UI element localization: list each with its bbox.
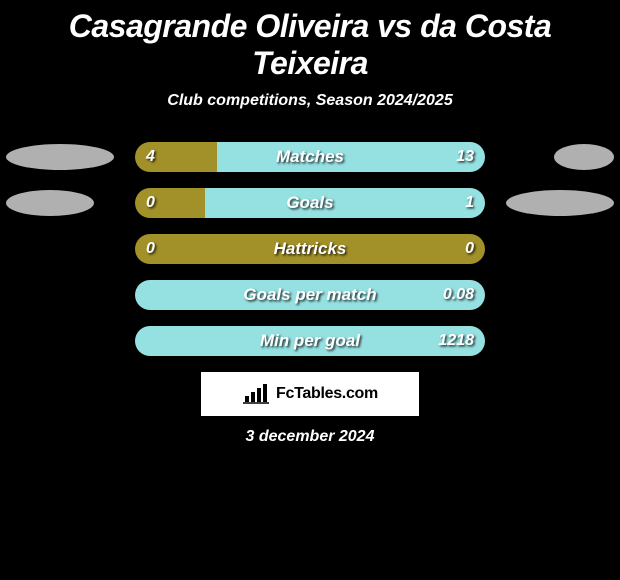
value-left: 4 bbox=[146, 142, 155, 172]
bar-zone: Goals per match 0.08 bbox=[135, 280, 485, 310]
value-left: 0 bbox=[146, 188, 155, 218]
row-label: Hattricks bbox=[274, 234, 347, 264]
comparison-card: Casagrande Oliveira vs da Costa Teixeira… bbox=[0, 0, 620, 580]
value-left: 0 bbox=[146, 234, 155, 264]
brand-chart-icon bbox=[242, 383, 270, 405]
stats-list: 4 Matches 13 0 Goals 1 0 Hattricks 0 Goals per ma… bbox=[0, 142, 620, 356]
ellipse-right bbox=[506, 190, 614, 216]
stat-row: Min per goal 1218 bbox=[0, 326, 620, 356]
ellipse-left bbox=[6, 190, 94, 216]
value-right: 0 bbox=[465, 234, 474, 264]
stat-row: 0 Goals 1 bbox=[0, 188, 620, 218]
brand-box: FcTables.com bbox=[201, 372, 419, 416]
row-label: Min per goal bbox=[260, 326, 360, 356]
bar-zone: 4 Matches 13 bbox=[135, 142, 485, 172]
row-label: Matches bbox=[276, 142, 344, 172]
page-title: Casagrande Oliveira vs da Costa Teixeira bbox=[0, 4, 620, 92]
ellipse-right bbox=[554, 144, 614, 170]
bar-zone: 0 Hattricks 0 bbox=[135, 234, 485, 264]
value-right: 13 bbox=[456, 142, 474, 172]
stat-row: 0 Hattricks 0 bbox=[0, 234, 620, 264]
row-label: Goals per match bbox=[243, 280, 376, 310]
bar-zone: Min per goal 1218 bbox=[135, 326, 485, 356]
brand-text: FcTables.com bbox=[276, 385, 378, 403]
stat-row: 4 Matches 13 bbox=[0, 142, 620, 172]
date-label: 3 december 2024 bbox=[0, 428, 620, 446]
value-right: 1 bbox=[465, 188, 474, 218]
row-label: Goals bbox=[286, 188, 333, 218]
stat-row: Goals per match 0.08 bbox=[0, 280, 620, 310]
ellipse-left bbox=[6, 144, 114, 170]
subtitle: Club competitions, Season 2024/2025 bbox=[0, 92, 620, 110]
bar-zone: 0 Goals 1 bbox=[135, 188, 485, 218]
value-right: 1218 bbox=[438, 326, 474, 356]
bar-right bbox=[217, 142, 485, 172]
bar-right bbox=[205, 188, 485, 218]
value-right: 0.08 bbox=[443, 280, 474, 310]
